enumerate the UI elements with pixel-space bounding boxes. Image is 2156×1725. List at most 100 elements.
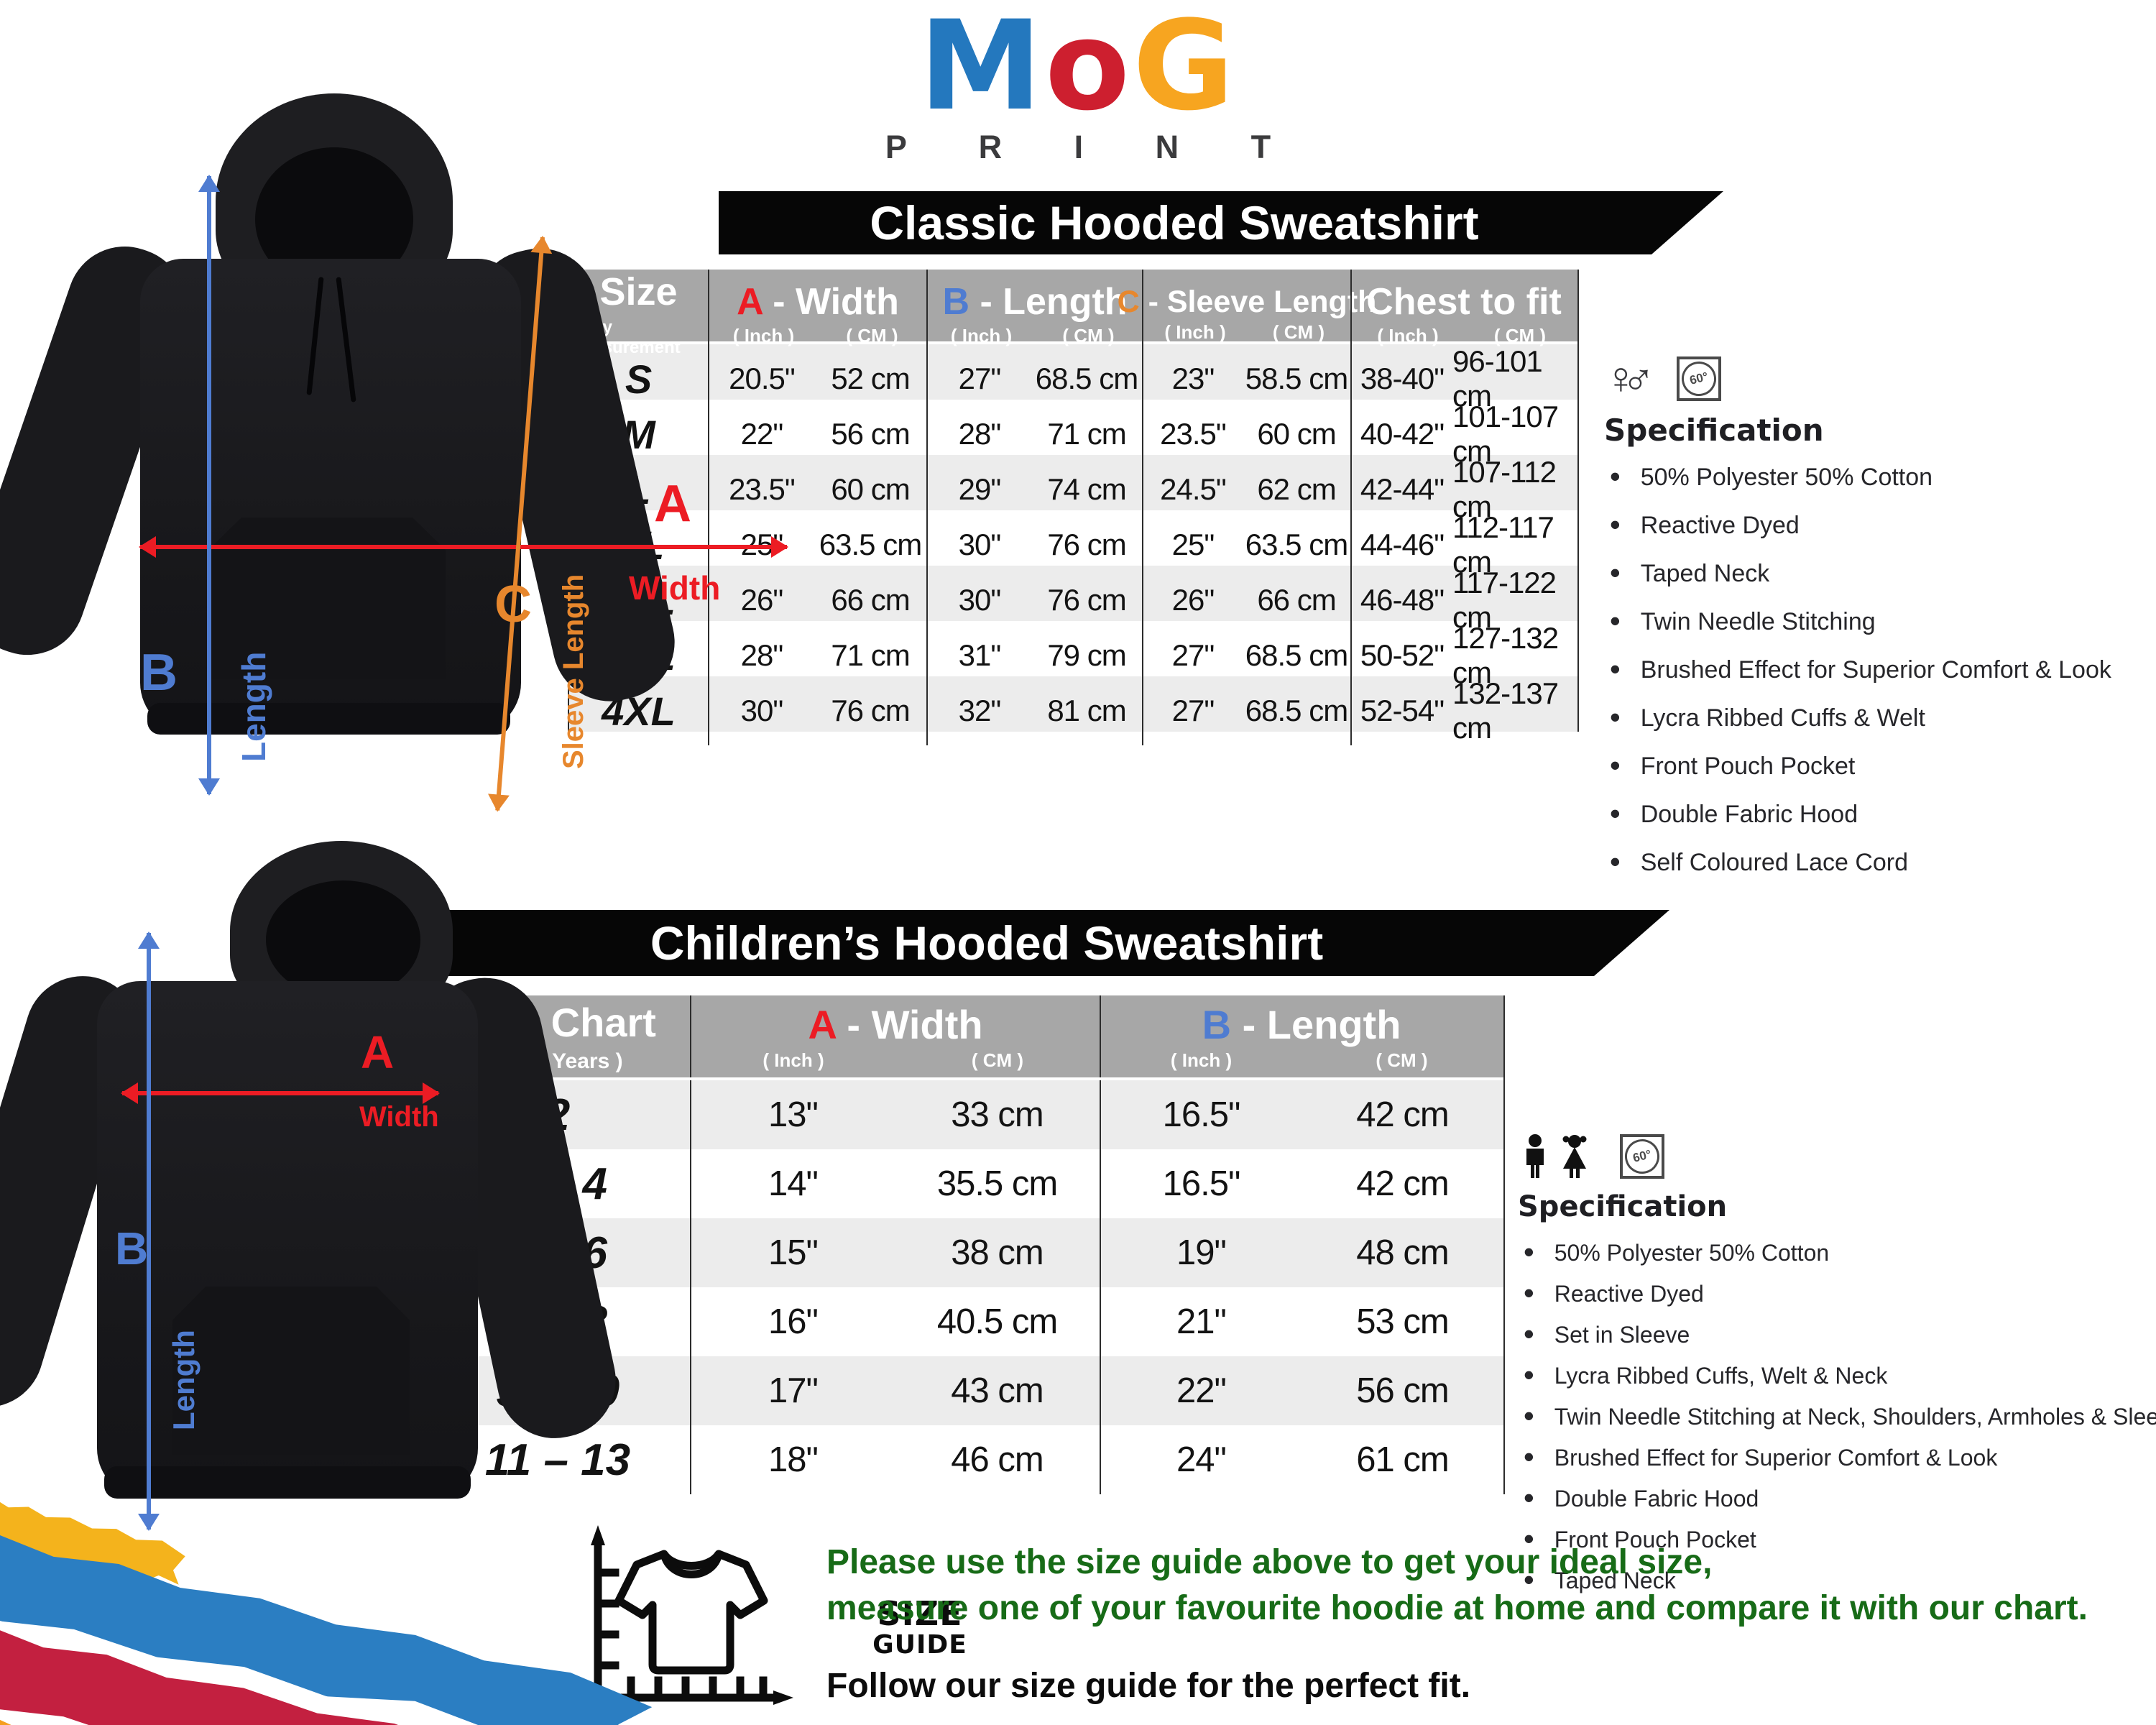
children-spec-block: 60° Specification 50% Polyester 50% Cott… — [1518, 1134, 2156, 1602]
wash-60-icon: 60° — [1677, 356, 1721, 401]
value-cell: 24.5" — [1142, 455, 1243, 524]
label-a: A — [654, 475, 691, 533]
value-cell: 20.5" — [708, 344, 814, 413]
hoodie-pocket — [208, 518, 446, 679]
logo-letter-o: o — [1044, 0, 1133, 138]
value-cell: 33 cm — [951, 1095, 1044, 1134]
value-cell: 32" — [926, 676, 1031, 745]
header-units-row: ( Inch ) ( CM ) — [1143, 321, 1350, 344]
spec-item: Reactive Dyed — [1524, 1274, 2156, 1309]
arrowhead-left — [139, 536, 156, 558]
value-cell: 46-48" — [1350, 566, 1452, 635]
unit-inch-label: ( Inch ) — [763, 1049, 824, 1071]
spec-item: Self Coloured Lace Cord — [1610, 843, 2156, 878]
children-spec-icons: 60° — [1518, 1134, 2156, 1179]
value-cell: 22" — [1100, 1356, 1302, 1425]
width-arrow — [139, 536, 788, 558]
table-row: 4XL 30" 76 cm 32" 81 cm 27" 68.5 cm 52-54" 132-1… — [569, 676, 1577, 745]
value-cell: 35.5 cm — [936, 1164, 1058, 1203]
width-arrow-shaft — [140, 545, 787, 549]
child-hoodie-illustration: A Width B Length — [0, 841, 740, 1567]
unit-inch-label: ( Inch ) — [950, 325, 1013, 347]
value-cell: 56 cm — [831, 417, 910, 451]
spec-item: Lycra Ribbed Cuffs & Welt — [1610, 699, 2156, 733]
label-sleeve-length: Sleeve Length — [558, 574, 589, 769]
value-cell: 16.5" — [1100, 1149, 1302, 1218]
header-letter: B — [942, 281, 980, 323]
value-cell: 30" — [926, 510, 1031, 579]
spec-item: Twin Needle Stitching at Neck, Shoulders… — [1524, 1397, 2156, 1432]
logo-letter-m: M — [918, 0, 1045, 138]
hoodie-hem — [104, 1466, 471, 1499]
value-cell: 76 cm — [1047, 528, 1126, 561]
value-cell: 53 cm — [1356, 1302, 1449, 1341]
unit-inch-label: ( Inch ) — [732, 325, 795, 347]
classic-banner: Classic Hooded Sweatshirt — [719, 191, 1723, 254]
value-cell: 27" — [1142, 621, 1243, 690]
arrowhead-right — [423, 1082, 440, 1104]
value-cell: 52 cm — [831, 362, 910, 395]
classic-spec-title: Specification — [1604, 413, 1824, 448]
header-group-label: Chest to fit — [1366, 281, 1562, 323]
arrowhead-up — [530, 234, 554, 254]
value-cell: 96-101 cm — [1452, 344, 1543, 413]
length-arrow-shaft — [147, 933, 151, 1530]
spec-item: 50% Polyester 50% Cotton — [1524, 1233, 2156, 1268]
value-cell: 58.5 cm — [1245, 362, 1348, 395]
label-length: Length — [167, 1330, 201, 1430]
value-cell: 14" — [690, 1149, 895, 1218]
spec-item: 50% Polyester 50% Cotton — [1610, 458, 2156, 492]
width-arrow-shaft — [122, 1091, 438, 1095]
header-group-label: A - Width — [808, 1002, 983, 1048]
classic-spec-icons: ♀♂ 60° — [1604, 356, 2156, 401]
value-cell: 24" — [1100, 1425, 1302, 1494]
value-cell: 107-112 cm — [1452, 455, 1557, 523]
arrowhead-up — [198, 175, 220, 192]
label-b: B — [140, 644, 178, 702]
wash-60-icon: 60° — [1620, 1134, 1664, 1179]
value-cell: 71 cm — [831, 638, 910, 672]
spec-item: Reactive Dyed — [1610, 506, 2156, 540]
spec-item: Taped Neck — [1524, 1561, 2156, 1596]
value-cell: 21" — [1100, 1287, 1302, 1356]
header-letter: A — [737, 281, 773, 323]
value-cell: 56 cm — [1356, 1371, 1449, 1410]
table-row: S 20.5" 52 cm 27" 68.5 cm 23" 58.5 cm 38-40" 96-… — [569, 344, 1577, 413]
value-cell: 31" — [926, 621, 1031, 690]
value-cell: 60 cm — [831, 472, 910, 506]
mog-print-logo: MoG P R I N T — [0, 4, 2156, 164]
header-group-label: C - Sleeve Length — [1117, 284, 1377, 319]
table-row: M 22" 56 cm 28" 71 cm 23.5" 60 cm 40-42" 101-107… — [569, 400, 1577, 469]
label-a: A — [361, 1026, 395, 1078]
length-arrow-shaft — [207, 176, 211, 794]
unit-inch-label: ( Inch ) — [1170, 1049, 1233, 1071]
logo-word: MoG — [0, 4, 2156, 128]
arrowhead-left — [121, 1082, 138, 1104]
value-cell: 79 cm — [1047, 638, 1126, 672]
value-cell: 81 cm — [1047, 694, 1126, 727]
value-cell: 28" — [708, 621, 814, 690]
value-cell: 29" — [926, 455, 1031, 524]
hoodie-hood-opening — [266, 880, 420, 999]
spec-item: Set in Sleeve — [1524, 1315, 2156, 1350]
header-units-row: ( Inch ) ( CM ) — [1101, 1049, 1502, 1072]
adult-hoodie-illustration: A Width B Length C Sleeve Length — [0, 79, 812, 834]
male-icon: ♂ — [1621, 354, 1656, 403]
value-cell: 63.5 cm — [819, 528, 922, 561]
header-group-cell: C - Sleeve Length( Inch ) ( CM ) — [1118, 270, 1376, 359]
size-guide-text-bottom: GUIDE — [872, 1630, 967, 1660]
table-header: Size Chart Age ( Years ) A - Width( Inch )… — [425, 995, 1503, 1080]
children-banner: Children’s Hooded Sweatshirt — [390, 910, 1669, 976]
header-size-label: Size — [599, 270, 678, 313]
value-cell: 68.5 cm — [1035, 362, 1138, 395]
wash-temp-label: 60° — [1677, 357, 1720, 400]
arrowhead-down — [198, 778, 220, 796]
value-cell: 38-40" — [1350, 344, 1452, 413]
header-group-cell: Chest to fit( Inch ) ( CM ) — [1350, 270, 1576, 359]
arrowhead-down — [138, 1514, 160, 1531]
header-group-cell: B - Length( Inch ) ( CM ) — [926, 270, 1142, 359]
value-cell: 66 cm — [1257, 583, 1336, 617]
